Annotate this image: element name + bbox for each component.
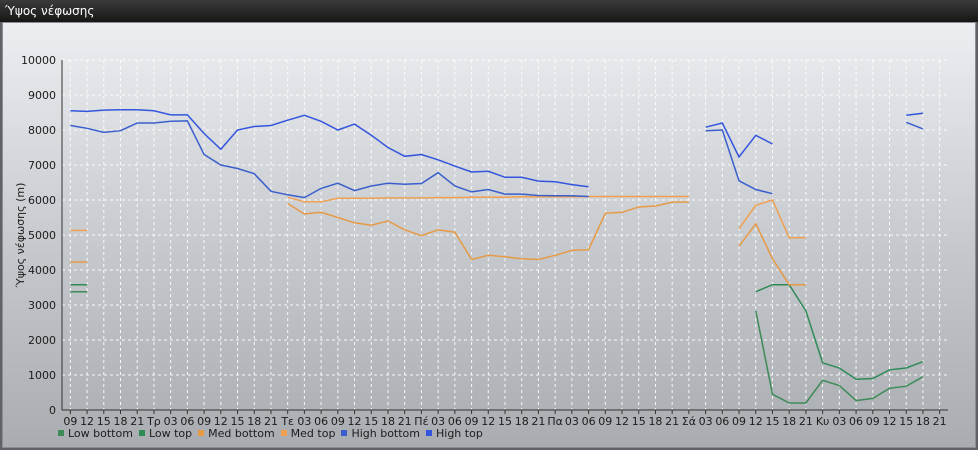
- y-axis-label: Ύψος νέφωσης (m): [14, 183, 27, 289]
- y-tick-label: 6000: [28, 194, 56, 207]
- x-tick-label: 06: [448, 415, 462, 428]
- x-tick-label: 21: [130, 415, 144, 428]
- legend-swatch: [138, 430, 145, 436]
- x-tick-label: Κυ: [816, 415, 830, 428]
- legend-item: Med top: [280, 426, 336, 440]
- x-tick-label: 15: [765, 415, 779, 428]
- y-tick-label: 3000: [28, 299, 56, 312]
- x-tick-label: 09: [465, 415, 479, 428]
- x-tick-label: 15: [498, 415, 512, 428]
- y-tick-label: 5000: [28, 229, 56, 242]
- x-tick-label: 15: [364, 415, 378, 428]
- legend-label: Low top: [148, 426, 193, 440]
- x-tick-label: 12: [80, 415, 94, 428]
- y-tick-label: 4000: [28, 264, 56, 277]
- x-tick-label: 21: [799, 415, 813, 428]
- x-tick-label: 09: [63, 415, 77, 428]
- legend-label: High top: [436, 426, 483, 440]
- x-tick-label: 09: [197, 415, 211, 428]
- x-tick-label: 09: [331, 415, 345, 428]
- x-tick-label: 06: [849, 415, 863, 428]
- y-tick-label: 2000: [28, 334, 56, 347]
- series-line-low-bottom: [755, 310, 924, 404]
- chart-legend: Low bottom Low top Med bottom Med top High b…: [58, 426, 483, 440]
- legend-swatch: [198, 430, 205, 436]
- series-line-high-top: [906, 112, 923, 117]
- x-tick-label: 03: [565, 415, 579, 428]
- x-tick-label: 18: [114, 415, 128, 428]
- series-line-med-bottom: [738, 222, 806, 286]
- legend-label: Med top: [290, 426, 336, 440]
- legend-swatch: [426, 430, 432, 436]
- x-tick-label: 18: [247, 415, 261, 428]
- legend-label: Med bottom: [208, 426, 275, 440]
- y-tick-label: 7000: [28, 159, 56, 172]
- x-tick-label: 12: [481, 415, 495, 428]
- legend-label: High bottom: [351, 426, 420, 440]
- series-line-high-top: [70, 108, 589, 188]
- legend-item: High top: [426, 426, 483, 440]
- x-tick-label: 18: [782, 415, 796, 428]
- x-tick-label: 15: [231, 415, 245, 428]
- y-tick-label: 0: [49, 404, 56, 417]
- x-tick-label: 06: [314, 415, 328, 428]
- x-tick-label: 06: [180, 415, 194, 428]
- legend-swatch: [58, 430, 64, 436]
- legend-swatch: [341, 430, 348, 436]
- x-tick-label: 21: [531, 415, 545, 428]
- y-tick-label: 9000: [28, 89, 56, 102]
- window-title: Ύψος νέφωσης: [0, 0, 978, 22]
- x-tick-label: Τρ: [146, 415, 161, 428]
- y-tick-label: 8000: [28, 124, 56, 137]
- series-line-high-bottom: [905, 121, 924, 130]
- x-tick-label: 18: [916, 415, 930, 428]
- x-tick-label: 12: [348, 415, 362, 428]
- y-tick-label: 10000: [21, 54, 56, 67]
- series-line-high-bottom: [705, 129, 773, 195]
- x-tick-label: 12: [214, 415, 228, 428]
- y-tick-label: 1000: [28, 369, 56, 382]
- x-tick-label: 03: [431, 415, 445, 428]
- series-line-high-top: [705, 122, 773, 159]
- legend-swatch: [280, 430, 287, 436]
- x-tick-label: 03: [297, 415, 311, 428]
- x-tick-label: 12: [749, 415, 763, 428]
- x-tick-label: 18: [648, 415, 662, 428]
- x-tick-label: 06: [715, 415, 729, 428]
- legend-item: Low bottom: [58, 426, 133, 440]
- x-tick-label: 21: [398, 415, 412, 428]
- legend-item: Low top: [138, 426, 193, 440]
- x-tick-label: Πέ: [414, 415, 428, 428]
- x-tick-label: 21: [933, 415, 947, 428]
- x-tick-label: 15: [632, 415, 646, 428]
- x-tick-label: 09: [866, 415, 880, 428]
- x-tick-label: 18: [515, 415, 529, 428]
- legend-item: Med bottom: [198, 426, 275, 440]
- series-line-med-bottom: [287, 201, 689, 261]
- x-tick-label: 09: [598, 415, 612, 428]
- series-line-high-bottom: [70, 120, 589, 199]
- x-tick-label: 03: [164, 415, 178, 428]
- x-tick-label: 09: [732, 415, 746, 428]
- x-tick-label: 03: [699, 415, 713, 428]
- x-tick-label: Τε: [280, 415, 294, 428]
- x-tick-label: 06: [582, 415, 596, 428]
- x-tick-label: 03: [832, 415, 846, 428]
- x-tick-label: 18: [381, 415, 395, 428]
- x-tick-label: Πα: [547, 415, 563, 428]
- series-line-med-top: [287, 195, 689, 203]
- x-tick-label: 12: [615, 415, 629, 428]
- series-line-med-top: [738, 199, 806, 239]
- x-tick-label: 15: [97, 415, 111, 428]
- x-tick-label: 21: [264, 415, 278, 428]
- legend-item: High bottom: [341, 426, 420, 440]
- x-tick-label: 12: [882, 415, 896, 428]
- series-line-low-top: [755, 283, 924, 380]
- x-tick-label: 15: [899, 415, 913, 428]
- x-tick-label: 21: [665, 415, 679, 428]
- x-tick-label: Σά: [682, 415, 696, 428]
- legend-label: Low bottom: [68, 426, 133, 440]
